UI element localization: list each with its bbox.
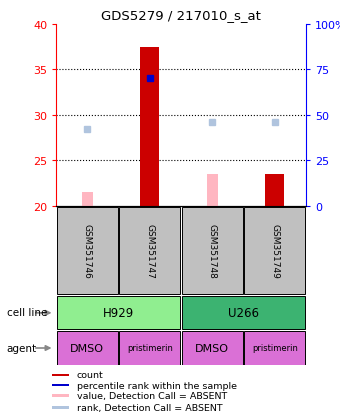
FancyBboxPatch shape [119, 207, 181, 294]
FancyBboxPatch shape [244, 331, 305, 365]
Bar [52, 384, 69, 387]
FancyBboxPatch shape [182, 296, 305, 330]
Bar [140, 47, 159, 206]
Bar [52, 406, 69, 409]
Text: DMSO: DMSO [70, 343, 104, 353]
FancyBboxPatch shape [57, 207, 118, 294]
Bar [207, 175, 218, 206]
FancyBboxPatch shape [57, 331, 118, 365]
FancyBboxPatch shape [244, 207, 305, 294]
Bar [52, 394, 69, 397]
FancyBboxPatch shape [119, 331, 181, 365]
Text: U266: U266 [228, 306, 259, 319]
Text: value, Detection Call = ABSENT: value, Detection Call = ABSENT [77, 391, 227, 400]
Title: GDS5279 / 217010_s_at: GDS5279 / 217010_s_at [101, 9, 261, 22]
Text: cell line: cell line [7, 308, 47, 318]
Text: GSM351749: GSM351749 [270, 223, 279, 278]
Text: GSM351748: GSM351748 [208, 223, 217, 278]
Text: rank, Detection Call = ABSENT: rank, Detection Call = ABSENT [77, 403, 222, 412]
Bar [52, 374, 69, 376]
Text: count: count [77, 370, 104, 380]
Text: DMSO: DMSO [195, 343, 229, 353]
Bar [82, 193, 93, 206]
Text: percentile rank within the sample: percentile rank within the sample [77, 381, 237, 390]
Text: pristimerin: pristimerin [127, 344, 173, 352]
Text: pristimerin: pristimerin [252, 344, 298, 352]
Text: GSM351746: GSM351746 [83, 223, 92, 278]
Text: GSM351747: GSM351747 [145, 223, 154, 278]
FancyBboxPatch shape [182, 207, 243, 294]
Text: agent: agent [7, 343, 37, 353]
FancyBboxPatch shape [182, 331, 243, 365]
FancyBboxPatch shape [57, 296, 181, 330]
Bar [266, 175, 284, 206]
Text: H929: H929 [103, 306, 134, 319]
